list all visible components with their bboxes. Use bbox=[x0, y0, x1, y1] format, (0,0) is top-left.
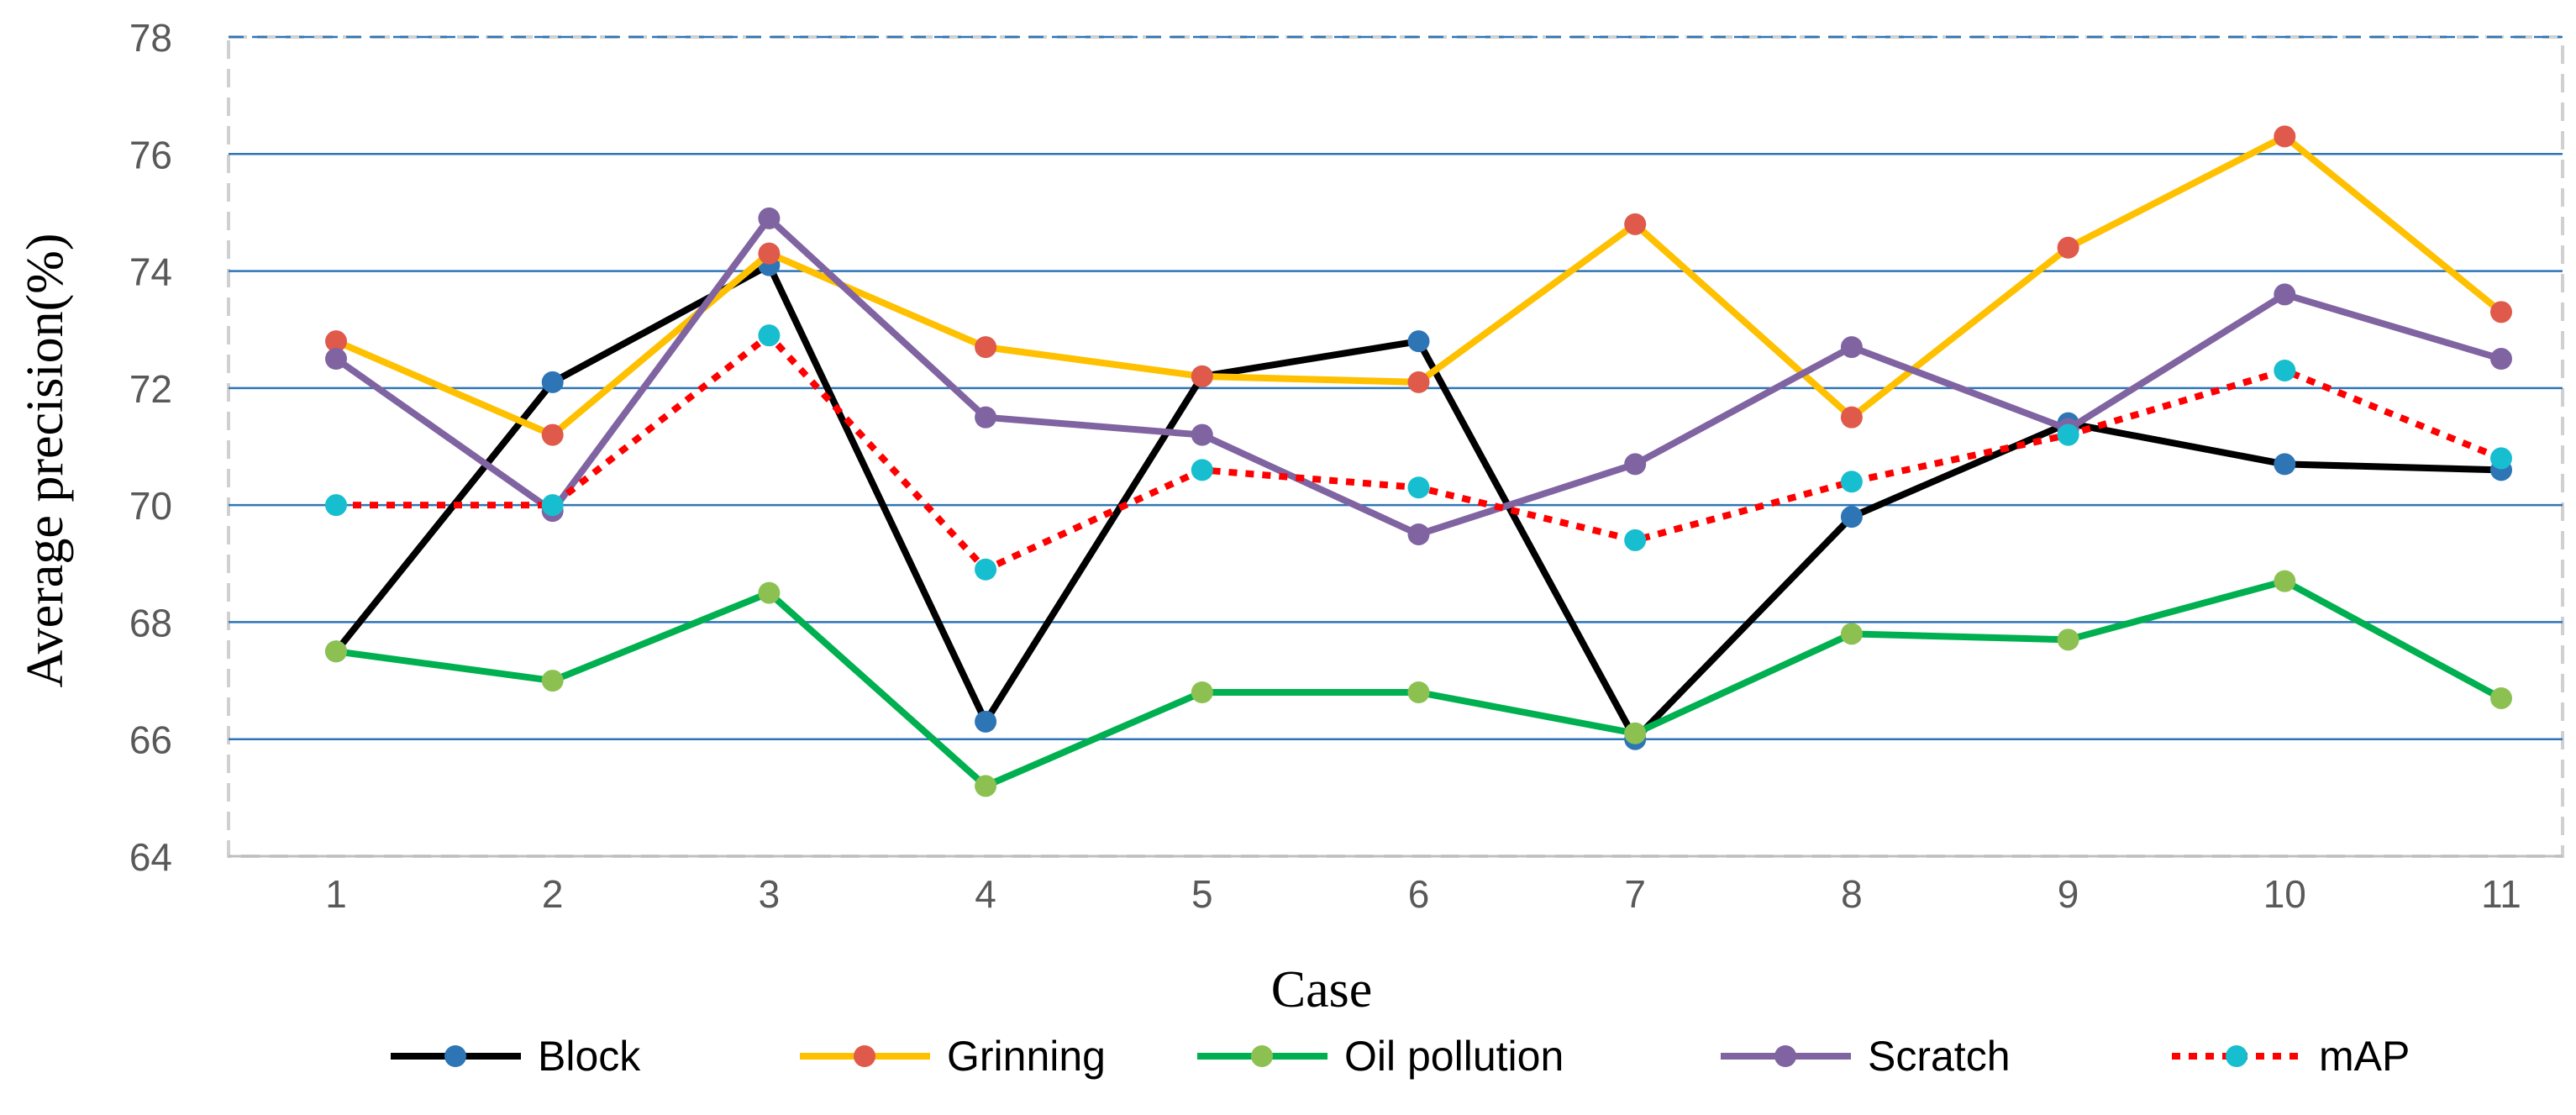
data-point-grinning bbox=[2057, 236, 2079, 259]
legend-item-scratch: Scratch bbox=[1721, 1033, 2011, 1080]
series-group bbox=[325, 125, 2512, 797]
y-tick-label: 72 bbox=[129, 367, 172, 411]
legend-swatch-marker bbox=[1774, 1045, 1796, 1067]
x-tick-label: 1 bbox=[325, 872, 347, 916]
data-point-block bbox=[975, 710, 997, 733]
data-point-scratch bbox=[975, 406, 997, 429]
x-axis-ticks: 1 2 3 4 5 6 7 8 9 10 11 bbox=[325, 872, 2521, 916]
data-point-map bbox=[325, 494, 347, 517]
data-point-scratch bbox=[325, 348, 347, 371]
x-tick-label: 11 bbox=[2481, 872, 2521, 916]
legend: Block Grinning Oil pollution Scratch mAP bbox=[391, 1033, 2410, 1080]
gridlines bbox=[229, 35, 2563, 858]
series-block bbox=[325, 254, 2512, 750]
y-tick-label: 66 bbox=[129, 718, 172, 762]
series-oil-pollution bbox=[325, 570, 2512, 797]
data-point-block bbox=[1407, 330, 1430, 353]
y-tick-label: 76 bbox=[129, 133, 172, 176]
data-point-scratch bbox=[2274, 283, 2296, 306]
x-tick-label: 6 bbox=[1408, 872, 1430, 916]
data-point-oil-pollution bbox=[1407, 681, 1430, 703]
y-tick-label: 68 bbox=[129, 601, 172, 644]
data-point-oil-pollution bbox=[325, 640, 347, 663]
y-axis-ticks: 64 66 68 70 72 74 76 78 bbox=[129, 16, 172, 879]
data-point-oil-pollution bbox=[1624, 722, 1647, 744]
data-point-grinning bbox=[2490, 301, 2512, 323]
data-point-map bbox=[2274, 359, 2296, 381]
data-point-oil-pollution bbox=[541, 670, 564, 692]
data-point-scratch bbox=[1840, 336, 1863, 359]
x-tick-label: 8 bbox=[1841, 872, 1863, 916]
data-point-oil-pollution bbox=[2490, 686, 2512, 709]
x-tick-label: 10 bbox=[2263, 872, 2306, 916]
x-tick-label: 5 bbox=[1191, 872, 1213, 916]
data-point-grinning bbox=[758, 242, 781, 265]
y-tick-label: 64 bbox=[129, 835, 172, 879]
legend-label: Grinning bbox=[947, 1033, 1106, 1080]
data-point-oil-pollution bbox=[758, 581, 781, 604]
legend-label: mAP bbox=[2319, 1033, 2410, 1080]
data-point-map bbox=[2490, 447, 2512, 470]
data-point-oil-pollution bbox=[1840, 623, 1863, 645]
x-axis-title: Case bbox=[1271, 961, 1373, 1018]
series-map bbox=[325, 324, 2512, 581]
data-point-oil-pollution bbox=[2057, 629, 2079, 651]
data-point-map bbox=[541, 494, 564, 517]
legend-item-block: Block bbox=[391, 1033, 641, 1080]
legend-label: Oil pollution bbox=[1344, 1033, 1564, 1080]
data-point-map bbox=[975, 558, 997, 581]
x-tick-label: 3 bbox=[759, 872, 781, 916]
data-point-map bbox=[1840, 471, 1863, 493]
data-point-map bbox=[1191, 459, 1213, 481]
data-point-grinning bbox=[1191, 365, 1213, 387]
legend-item-grinning: Grinning bbox=[800, 1033, 1106, 1080]
x-tick-label: 4 bbox=[975, 872, 996, 916]
data-point-grinning bbox=[2274, 125, 2296, 148]
x-tick-label: 7 bbox=[1624, 872, 1646, 916]
plot-area-border bbox=[227, 35, 2564, 858]
y-tick-label: 70 bbox=[129, 484, 172, 528]
x-tick-label: 2 bbox=[542, 872, 564, 916]
data-point-block bbox=[2274, 453, 2296, 476]
y-axis-title: Average precision(%) bbox=[17, 233, 74, 687]
data-point-oil-pollution bbox=[1191, 681, 1213, 703]
data-point-scratch bbox=[1407, 523, 1430, 545]
data-point-grinning bbox=[541, 423, 564, 446]
data-point-oil-pollution bbox=[975, 775, 997, 797]
data-point-scratch bbox=[1624, 453, 1647, 476]
legend-item-oil-pollution: Oil pollution bbox=[1197, 1033, 1564, 1080]
legend-label: Scratch bbox=[1868, 1033, 2011, 1080]
legend-item-map: mAP bbox=[2172, 1033, 2410, 1080]
legend-swatch-marker bbox=[2226, 1045, 2247, 1067]
legend-swatch-marker bbox=[854, 1045, 875, 1067]
data-point-grinning bbox=[325, 330, 347, 353]
data-point-grinning bbox=[1840, 406, 1863, 429]
data-point-grinning bbox=[1407, 371, 1430, 393]
data-point-block bbox=[541, 371, 564, 393]
data-point-map bbox=[1407, 476, 1430, 499]
data-point-scratch bbox=[2490, 348, 2512, 371]
legend-swatch-marker bbox=[444, 1045, 466, 1067]
data-point-map bbox=[1624, 529, 1647, 551]
data-point-grinning bbox=[975, 336, 997, 359]
data-point-oil-pollution bbox=[2274, 570, 2296, 592]
data-point-scratch bbox=[758, 207, 781, 229]
y-tick-label: 78 bbox=[129, 16, 172, 60]
legend-label: Block bbox=[538, 1033, 641, 1080]
y-tick-label: 74 bbox=[129, 250, 172, 294]
data-point-grinning bbox=[1624, 213, 1647, 235]
data-point-map bbox=[758, 324, 781, 347]
legend-swatch-marker bbox=[1251, 1045, 1273, 1067]
x-tick-label: 9 bbox=[2058, 872, 2079, 916]
series-scratch bbox=[325, 207, 2512, 545]
data-point-map bbox=[2057, 423, 2079, 446]
data-point-block bbox=[1840, 506, 1863, 529]
data-point-scratch bbox=[1191, 423, 1213, 446]
